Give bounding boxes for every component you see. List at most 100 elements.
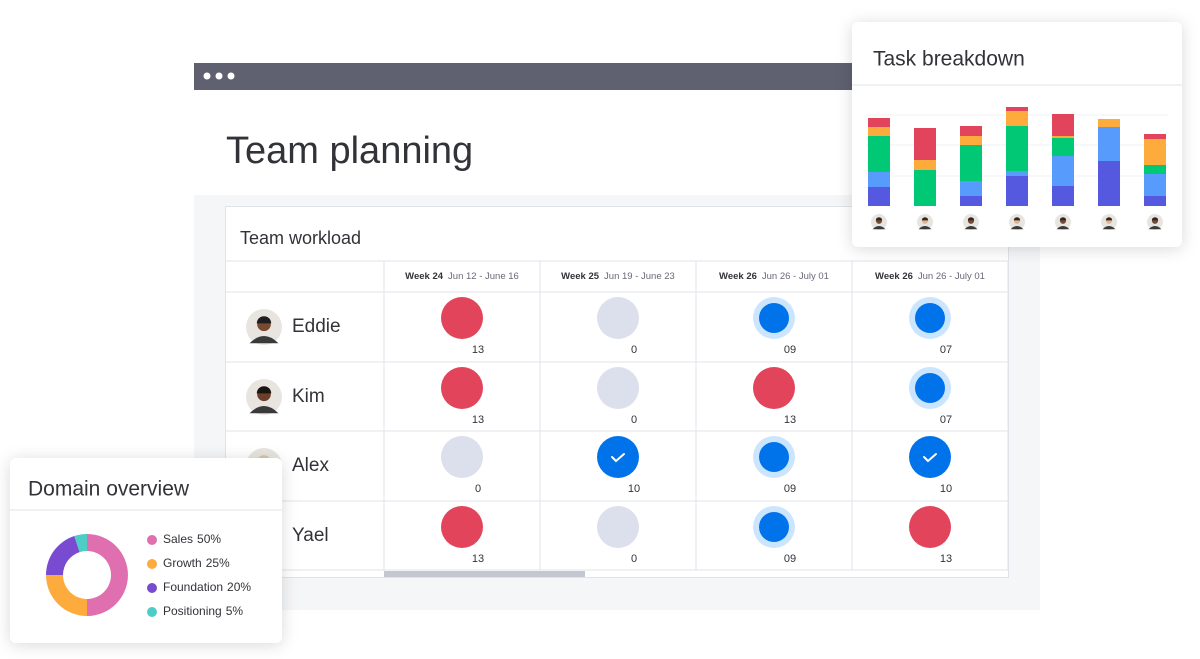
window-dot: [227, 72, 235, 80]
cell-value: 09: [784, 553, 796, 565]
legend-swatch: [147, 559, 157, 569]
donut-slice: [46, 536, 80, 575]
status-dot: [759, 442, 789, 472]
date-range: Jun 26 - July 01: [762, 271, 829, 282]
bar-segment: [1006, 126, 1028, 171]
scrollbar[interactable]: [384, 571, 585, 577]
person-name: Kim: [292, 386, 325, 407]
bar-segment: [914, 160, 936, 170]
bar-segment: [1006, 107, 1028, 111]
bar-segment: [1098, 127, 1120, 161]
legend-label: Sales: [163, 532, 193, 546]
avatar-body: [1056, 226, 1070, 230]
date-range: Jun 19 - June 23: [604, 271, 675, 282]
donut-slice: [74, 534, 87, 553]
status-dot: [909, 436, 951, 478]
cell-value: 09: [784, 344, 796, 356]
bar-segment: [868, 118, 890, 127]
donut-slice: [87, 534, 128, 616]
bar-segment: [868, 187, 890, 206]
week-label: Week 24: [405, 271, 444, 282]
x-tick-avatar: [871, 214, 887, 230]
avatar-body: [249, 406, 279, 414]
cell-value: 09: [784, 483, 796, 495]
status-dot: [441, 367, 483, 409]
status-dot: [441, 436, 483, 478]
legend-value: 5%: [226, 604, 244, 618]
window-dot: [203, 72, 211, 80]
bar-segment: [1052, 156, 1074, 186]
status-dot: [759, 303, 789, 333]
avatar-body: [964, 226, 978, 230]
cell-value: 0: [631, 553, 637, 565]
week-label: Week 25: [561, 271, 600, 282]
bar-segment: [1006, 176, 1028, 206]
legend-entry: Growth 25%: [163, 556, 230, 570]
avatar-hair: [1059, 217, 1067, 221]
status-dot: [915, 373, 945, 403]
bar-segment: [1006, 171, 1028, 176]
person-name: Yael: [292, 525, 329, 546]
bar-segment: [868, 136, 890, 172]
legend-swatch: [147, 583, 157, 593]
cell-value: 10: [628, 483, 640, 495]
x-tick-avatar: [963, 214, 979, 230]
x-tick-avatar: [1101, 214, 1117, 230]
status-dot: [597, 506, 639, 548]
cell-value: 07: [940, 414, 952, 426]
donut-slice: [46, 575, 87, 616]
legend-swatch: [147, 535, 157, 545]
person-name: Eddie: [292, 316, 341, 337]
x-tick-avatar: [917, 214, 933, 230]
avatar-body: [918, 226, 932, 230]
check-icon: [923, 453, 937, 463]
avatar-hair: [1013, 217, 1021, 221]
legend-value: 20%: [227, 580, 251, 594]
person-name: Alex: [292, 455, 329, 476]
cell-value: 0: [475, 483, 481, 495]
cell-value: 13: [784, 414, 796, 426]
status-dot: [759, 512, 789, 542]
avatar-hair: [256, 316, 272, 324]
legend-label: Growth: [163, 556, 202, 570]
bar-segment: [1144, 165, 1166, 174]
cell-value: 10: [940, 483, 952, 495]
status-dot: [597, 367, 639, 409]
legend-swatch: [147, 607, 157, 617]
legend-label: Positioning: [163, 604, 222, 618]
avatar-hair: [1151, 217, 1159, 221]
bar-segment: [1098, 161, 1120, 206]
bar-segment: [1144, 139, 1166, 165]
avatar-body: [1148, 226, 1162, 230]
cell-value: 13: [472, 344, 484, 356]
avatar-hair: [875, 217, 883, 221]
chart-title: Domain overview: [28, 478, 190, 501]
status-dot: [915, 303, 945, 333]
check-icon: [611, 453, 625, 463]
avatar-hair: [1105, 217, 1113, 221]
cell-value: 07: [940, 344, 952, 356]
column-header: Week 26 Jun 26 - July 01: [875, 271, 985, 282]
status-dot: [441, 506, 483, 548]
bar-segment: [960, 126, 982, 136]
bar-segment: [960, 136, 982, 145]
date-range: Jun 12 - June 16: [448, 271, 519, 282]
bar-segment: [868, 172, 890, 187]
status-dot: [909, 506, 951, 548]
bar-segment: [1052, 114, 1074, 136]
bar-segment: [1144, 134, 1166, 139]
card-bg: [10, 458, 282, 643]
column-header: Week 26 Jun 26 - July 01: [719, 271, 829, 282]
chart-title: Task breakdown: [873, 48, 1025, 71]
bar-chart: [866, 107, 1168, 230]
cell-value: 13: [940, 553, 952, 565]
legend-entry: Positioning 5%: [163, 604, 243, 618]
status-dot: [441, 297, 483, 339]
x-tick-avatar: [1009, 214, 1025, 230]
page-title: Team planning: [226, 130, 473, 172]
avatar-body: [1010, 226, 1024, 230]
cell-value: 13: [472, 553, 484, 565]
avatar-body: [872, 226, 886, 230]
bar-segment: [868, 127, 890, 136]
